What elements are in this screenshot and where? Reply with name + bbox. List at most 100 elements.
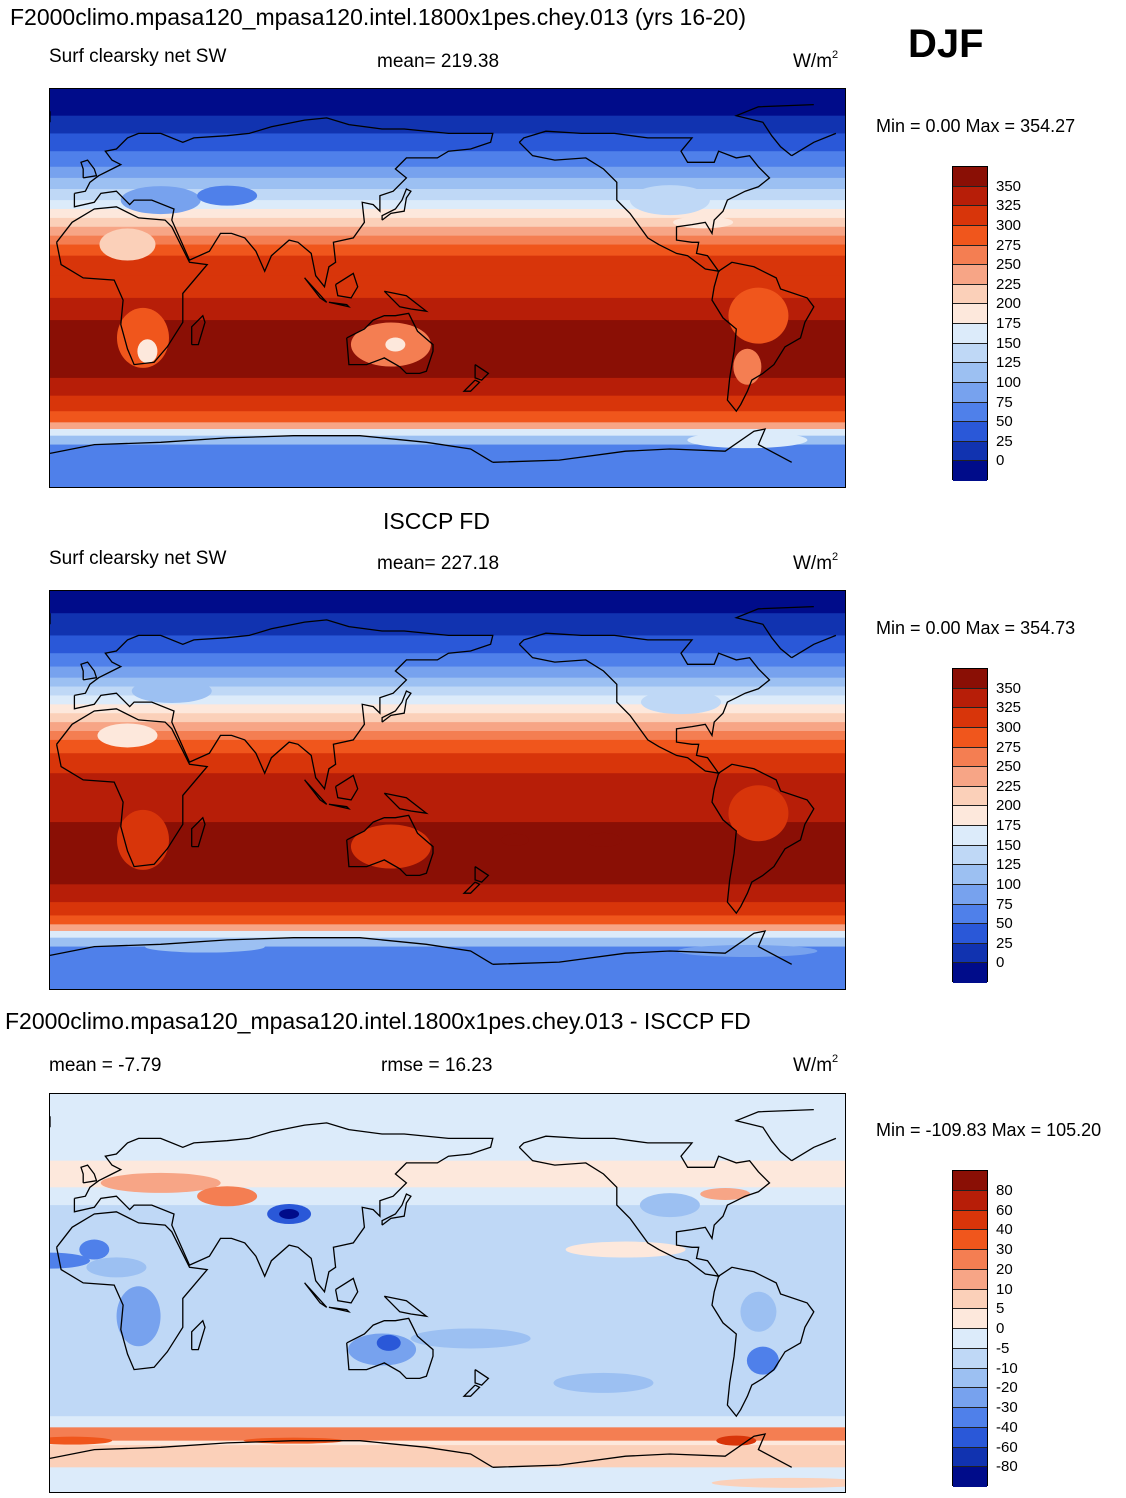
- colorbar-tick-label: 100: [996, 875, 1022, 893]
- coastline: [73, 619, 494, 791]
- field-band: [50, 377, 845, 397]
- coastline: [383, 792, 429, 815]
- colorbar-tick-label: 275: [996, 738, 1022, 756]
- colorbar-swatch: [953, 1467, 987, 1487]
- coastline: [791, 634, 837, 659]
- field-anomaly: [410, 1328, 531, 1349]
- colorbar-swatch: [953, 1388, 987, 1408]
- panel2-variable: Surf clearsky net SW: [49, 548, 227, 569]
- field-anomaly: [376, 1334, 401, 1351]
- field-anomaly: [131, 679, 212, 703]
- colorbar-tick-label: 60: [996, 1201, 1013, 1219]
- coastline: [383, 1295, 429, 1318]
- colorbar-tick-label: 325: [996, 197, 1022, 215]
- coastline: [304, 779, 328, 805]
- colorbar-swatch: [953, 382, 987, 403]
- colorbar-swatch: [953, 904, 987, 925]
- coastline: [73, 1122, 494, 1294]
- colorbar-swatch: [953, 284, 987, 305]
- field-band: [50, 422, 845, 430]
- season-label: DJF: [908, 22, 984, 66]
- field-anomaly: [120, 186, 201, 215]
- field-anomaly: [728, 287, 789, 344]
- colorbar-swatch: [953, 669, 987, 689]
- field-band: [50, 713, 845, 723]
- panel3-field: [50, 1094, 845, 1492]
- field-band: [50, 722, 845, 732]
- colorbar-swatch: [953, 1171, 987, 1191]
- panel1-variable: Surf clearsky net SW: [49, 46, 227, 67]
- coastline: [381, 1193, 412, 1226]
- field-band: [50, 435, 845, 446]
- coastline: [73, 117, 494, 289]
- colorbar-swatch: [953, 441, 987, 462]
- field-band: [50, 1238, 845, 1417]
- coastline: [711, 1266, 815, 1418]
- field-band: [50, 235, 845, 246]
- field-anomaly: [553, 1372, 654, 1393]
- field-band: [50, 924, 845, 932]
- colorbar-tick-label: 100: [996, 373, 1022, 391]
- field-band: [50, 429, 845, 437]
- field-anomaly: [144, 940, 265, 953]
- coastline: [304, 277, 328, 303]
- field-anomaly: [116, 809, 169, 870]
- coastline: [711, 763, 815, 915]
- panel3-minmax: Min = -109.83 Max = 105.20: [876, 1120, 1102, 1140]
- colorbar-swatch: [953, 1329, 987, 1349]
- field-band: [50, 244, 845, 257]
- field-anomaly: [733, 348, 762, 385]
- field-band: [50, 931, 845, 939]
- field-band: [50, 217, 845, 228]
- field-anomaly: [99, 228, 156, 261]
- coastline: [80, 159, 98, 179]
- field-band: [50, 686, 845, 696]
- coastline: [462, 881, 481, 894]
- coastline: [492, 930, 793, 965]
- colorbar-tick-label: 150: [996, 334, 1022, 352]
- panel3-title: F2000climo.mpasa120_mpasa120.intel.1800x…: [5, 1008, 751, 1034]
- colorbar-tick-label: 225: [996, 275, 1022, 293]
- field-band: [50, 1467, 845, 1492]
- field-band: [50, 739, 845, 754]
- colorbar-tick-label: 50: [996, 915, 1013, 933]
- field-band: [50, 773, 845, 792]
- field-anomaly: [629, 185, 710, 216]
- coastline: [734, 605, 814, 659]
- field-band: [50, 753, 845, 774]
- coastline: [518, 632, 771, 775]
- colorbar-swatch: [953, 806, 987, 826]
- colorbar-swatch: [953, 1269, 987, 1290]
- colorbar-swatch: [953, 1368, 987, 1389]
- field-band: [50, 209, 845, 219]
- field-anomaly: [585, 832, 622, 847]
- panel2-units: W/m2: [793, 551, 839, 574]
- field-anomaly: [746, 1346, 779, 1375]
- colorbar-tick-label: 250: [996, 256, 1022, 274]
- coastline: [791, 132, 837, 157]
- coastline: [50, 937, 494, 965]
- coastline: [50, 435, 494, 463]
- coastline: [474, 1369, 490, 1386]
- colorbar-swatch: [953, 324, 987, 344]
- colorbar-swatch: [953, 727, 987, 748]
- field-anomaly: [716, 1435, 757, 1446]
- colorbar-swatch: [953, 167, 987, 187]
- field-band: [50, 635, 845, 654]
- coastline: [381, 188, 412, 221]
- coastline: [474, 364, 490, 381]
- field-anomaly: [257, 1485, 418, 1492]
- coastline: [492, 428, 793, 463]
- field-band: [50, 915, 845, 925]
- coastline: [518, 130, 771, 273]
- field-band: [50, 937, 845, 948]
- colorbar-tick-label: 5: [996, 1300, 1005, 1318]
- colorbar-tick-label: 0: [996, 954, 1005, 972]
- panel1-mean: mean= 219.38: [377, 51, 500, 72]
- colorbar-tick-label: 0: [996, 1320, 1005, 1337]
- field-anomaly: [711, 1477, 845, 1488]
- field-band: [50, 1427, 845, 1442]
- colorbar-tick-label: -20: [996, 1379, 1018, 1397]
- colorbar-swatch: [953, 865, 987, 885]
- field-band: [50, 255, 845, 277]
